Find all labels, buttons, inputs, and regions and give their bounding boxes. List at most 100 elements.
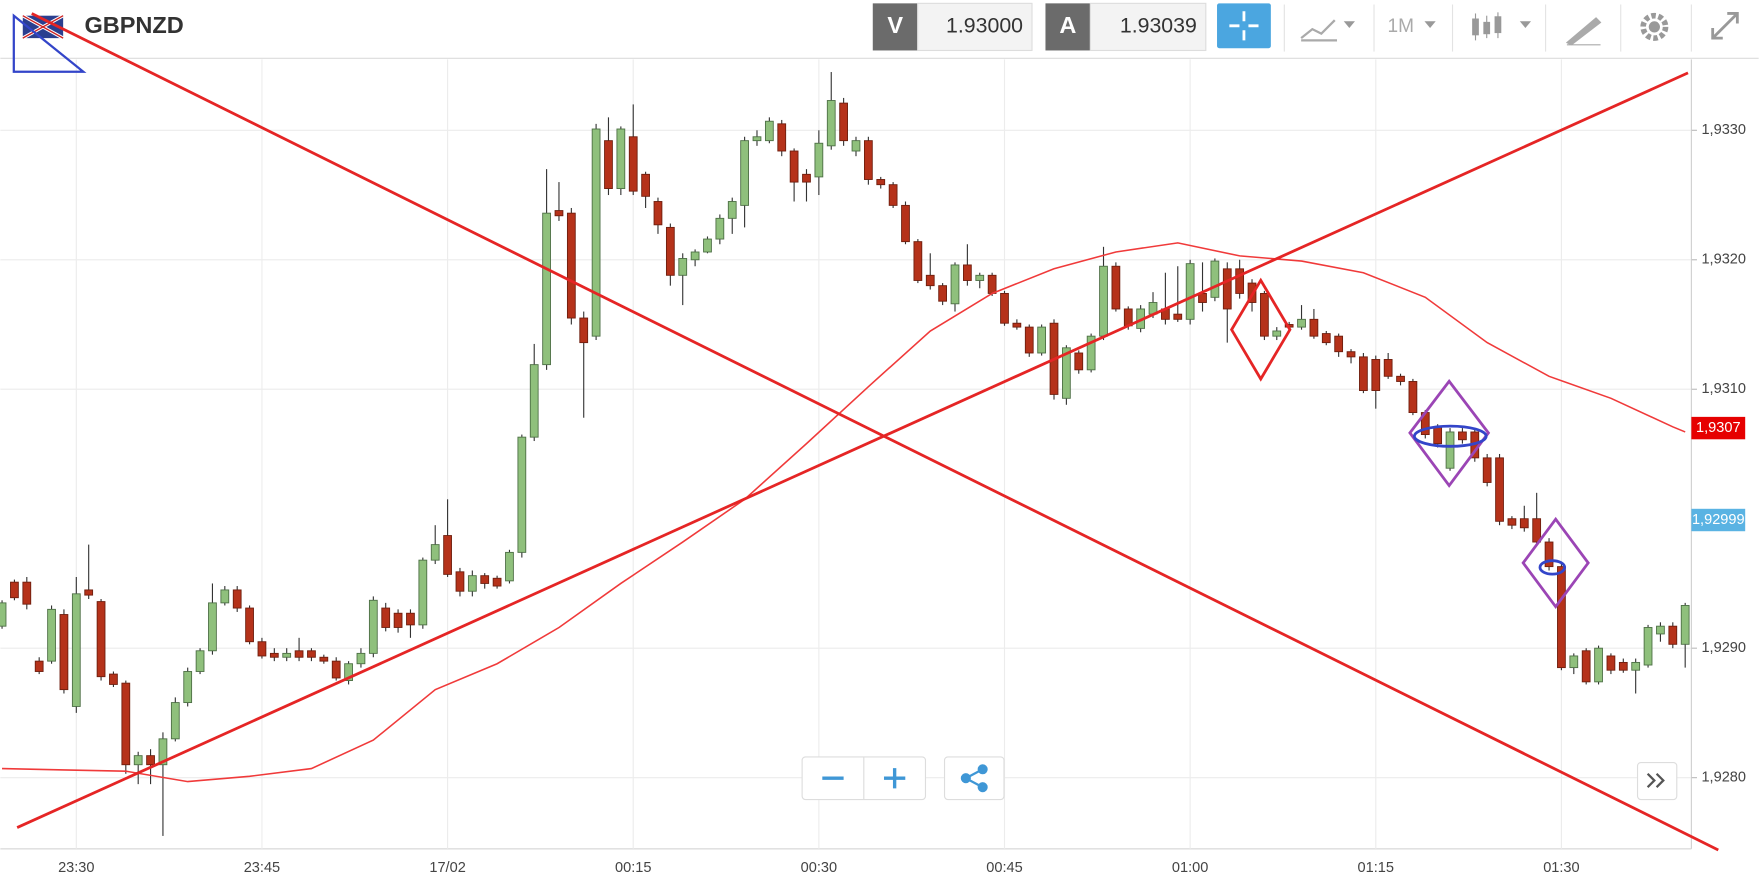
crosshair-button[interactable] — [1217, 3, 1271, 49]
candle-body — [1383, 359, 1393, 377]
candle-body — [232, 589, 242, 609]
candle-body — [121, 682, 131, 766]
price-marker — [1691, 416, 1746, 440]
annotations — [12, 12, 1719, 852]
dropdown-arrow — [1343, 21, 1355, 29]
ellipse-marker — [1412, 424, 1488, 448]
plot-area: 1,9330 1,9320 1,9310 1,9290 1,9280 23:30 23:45… — [0, 59, 1746, 876]
candle-body — [554, 210, 564, 217]
scroll-end-button[interactable] — [1636, 761, 1678, 801]
candle-body — [381, 607, 391, 628]
candle-body — [542, 212, 551, 366]
sell-field[interactable] — [917, 2, 1033, 52]
buy-price: 1.93039 — [1120, 14, 1197, 38]
buy-field[interactable] — [1089, 2, 1207, 52]
candle-body — [96, 601, 106, 678]
candle-body — [764, 120, 774, 142]
diamond-marker — [1229, 277, 1292, 382]
diamond-marker — [1521, 516, 1590, 610]
candle-body — [604, 140, 613, 190]
fullscreen-icon[interactable] — [1711, 12, 1739, 40]
candle-body — [146, 755, 155, 766]
candle-body — [579, 317, 589, 344]
candle-body — [566, 212, 576, 319]
candle-body — [987, 274, 997, 294]
candle-body — [269, 652, 279, 658]
y-tick-label: 1,9280 — [1701, 770, 1746, 786]
candle-body — [703, 238, 712, 253]
candle-body — [307, 650, 316, 658]
x-tick-label: 00:15 — [615, 860, 651, 876]
candle-icon[interactable] — [1472, 12, 1502, 41]
candle-body — [1507, 518, 1517, 526]
candle-body — [22, 581, 32, 605]
candle-body — [1099, 265, 1108, 337]
candle-body — [1222, 268, 1232, 310]
buy-button[interactable] — [1045, 3, 1091, 51]
chart-type-icon[interactable] — [1300, 19, 1338, 42]
candle-body — [1569, 655, 1579, 669]
candle-body — [294, 650, 304, 658]
candle-body — [1062, 347, 1071, 399]
candle-body — [777, 123, 787, 152]
candle-body — [1111, 265, 1121, 310]
sell-price: 1.93000 — [946, 14, 1023, 38]
candle-body — [467, 575, 477, 592]
candle-body — [183, 671, 193, 704]
candle-body — [888, 184, 898, 206]
candle-body — [628, 136, 638, 192]
settings-icon[interactable] — [1640, 12, 1669, 41]
candle-body — [802, 173, 811, 183]
x-tick-label: 23:30 — [58, 860, 94, 876]
candle-body — [963, 264, 972, 281]
candle-body — [1235, 268, 1245, 294]
candle-body — [0, 602, 7, 627]
sell-label: V — [887, 12, 903, 38]
candle-body — [10, 581, 19, 599]
candle-body — [1495, 457, 1504, 522]
y-tick-label: 1,9310 — [1701, 381, 1746, 397]
candle-body — [1668, 625, 1678, 645]
candle-body — [158, 738, 168, 766]
candle-body — [826, 100, 836, 147]
candle-body — [1086, 335, 1096, 371]
timeframe[interactable]: 1M — [1387, 16, 1413, 37]
candle-body — [47, 608, 56, 662]
candle-body — [616, 128, 626, 190]
candle-body — [208, 602, 217, 652]
candle-body — [418, 559, 428, 626]
draw-icon[interactable] — [1565, 17, 1602, 46]
symbol: GBPNZD — [84, 12, 183, 38]
candle-body — [1445, 431, 1455, 469]
candle-body — [59, 614, 69, 691]
candle-body — [109, 673, 118, 685]
diamond-marker — [1408, 378, 1491, 488]
candle-body — [34, 660, 44, 672]
candle-body — [505, 551, 514, 582]
price-marker-label: 1,9307 — [1696, 420, 1741, 436]
candle-body — [1309, 318, 1319, 337]
candle-body — [1458, 431, 1467, 441]
candle-body — [1519, 518, 1529, 529]
candle-body — [480, 575, 490, 584]
candle-body — [913, 241, 923, 281]
candle-body — [1260, 292, 1269, 337]
candle-body — [1606, 655, 1616, 671]
sell-button[interactable] — [872, 3, 918, 51]
candle-body — [678, 258, 688, 276]
zoom-in[interactable] — [883, 768, 906, 789]
candle-body — [331, 660, 341, 679]
candle-body — [1557, 566, 1566, 669]
trend-line — [16, 71, 1689, 829]
candle-body — [1000, 292, 1009, 324]
price-marker-label: 1,92999 — [1692, 512, 1745, 528]
y-tick-label: 1,9330 — [1701, 122, 1746, 138]
y-tick-label: 1,9290 — [1701, 640, 1746, 656]
candle-body — [1359, 356, 1368, 391]
candle-body — [901, 204, 910, 243]
share-button[interactable] — [943, 756, 1005, 801]
buy-label: A — [1059, 12, 1076, 38]
candle-body — [257, 641, 267, 657]
candle-body — [1618, 661, 1628, 671]
candle-body — [170, 702, 180, 740]
